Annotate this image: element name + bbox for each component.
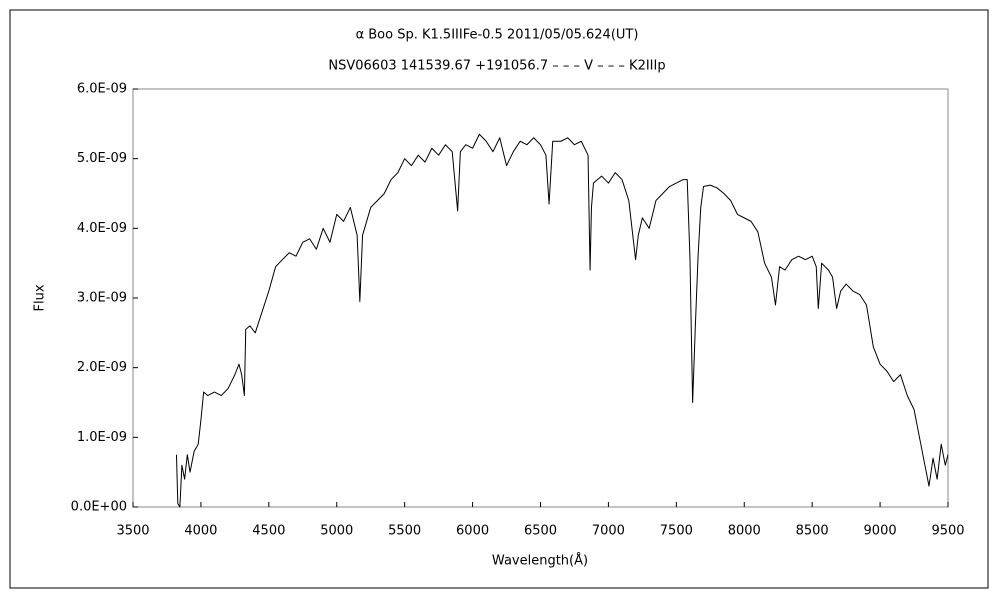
x-tick-label: 8500 bbox=[796, 524, 829, 539]
chart-border bbox=[9, 9, 989, 589]
x-tick-label: 7500 bbox=[660, 524, 693, 539]
x-tick-label: 8000 bbox=[728, 524, 761, 539]
chart-title: α Boo Sp. K1.5IIIFe-0.5 2011/05/05.624(U… bbox=[356, 28, 639, 43]
spectrum-line bbox=[175, 133, 949, 508]
x-tick-label: 7000 bbox=[592, 524, 625, 539]
y-tick-label: 4.0E-09 bbox=[77, 221, 127, 236]
x-axis-label: Wavelength(Å) bbox=[492, 553, 588, 569]
y-tick-label: 3.0E-09 bbox=[77, 291, 127, 306]
x-tick-label: 9000 bbox=[864, 524, 897, 539]
y-tick-label: 1.0E-09 bbox=[77, 430, 127, 445]
y-tick-label: 6.0E-09 bbox=[77, 82, 127, 97]
x-tick-label: 5000 bbox=[320, 524, 353, 539]
x-tick-label: 4000 bbox=[184, 524, 217, 539]
chart-subtitle: NSV06603 141539.67 +191056.7 – – – V – –… bbox=[328, 59, 665, 74]
y-axis-label: Flux bbox=[33, 284, 48, 311]
x-tick-label: 6500 bbox=[524, 524, 557, 539]
y-tick-label: 5.0E-09 bbox=[77, 151, 127, 166]
y-tick-label: 0.0E+00 bbox=[71, 500, 127, 515]
x-tick-label: 3500 bbox=[116, 524, 149, 539]
y-tick-label: 2.0E-09 bbox=[77, 360, 127, 375]
x-tick-label: 5500 bbox=[388, 524, 421, 539]
x-tick-label: 6000 bbox=[456, 524, 489, 539]
x-tick-label: 4500 bbox=[252, 524, 285, 539]
x-tick-label: 9500 bbox=[931, 524, 964, 539]
